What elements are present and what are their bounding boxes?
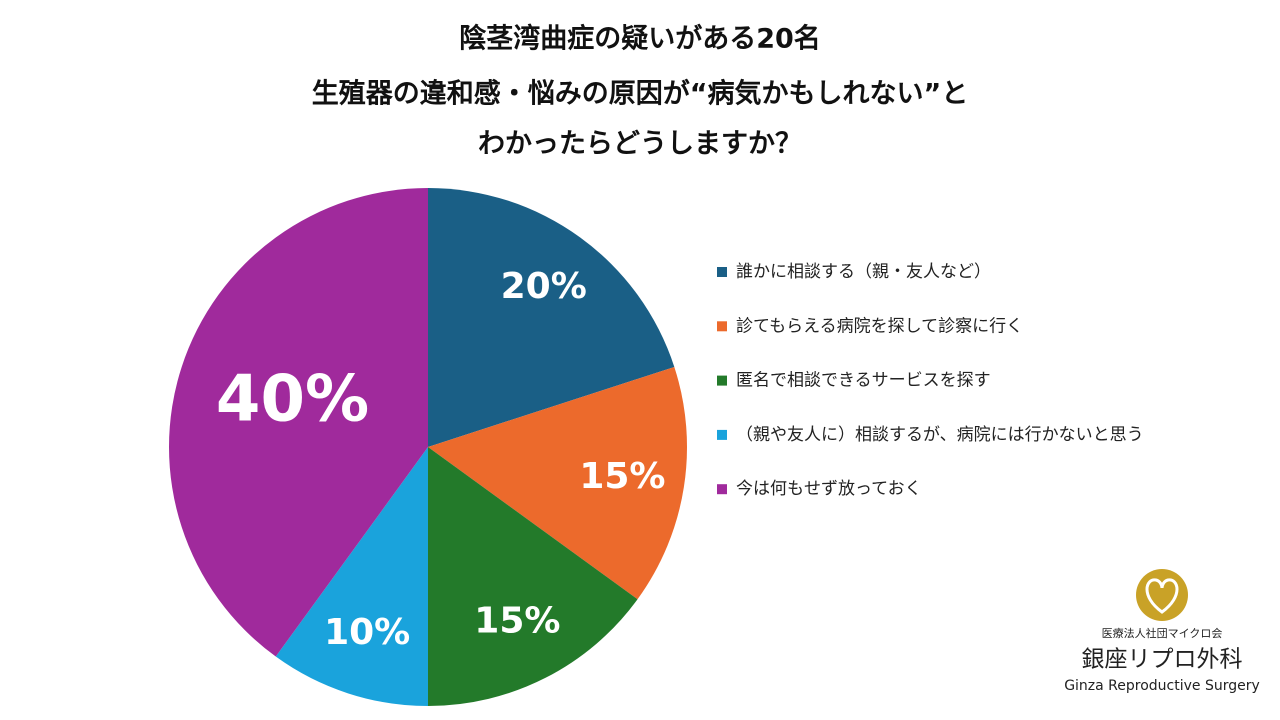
legend-label: 匿名で相談できるサービスを探す — [736, 371, 991, 391]
data-label: 10% — [324, 612, 410, 653]
logo-org: 医療法人社団マイクロ会 — [1102, 626, 1223, 640]
pie-slice — [428, 188, 675, 447]
data-label: 40% — [216, 363, 369, 437]
logo-english: Ginza Reproductive Surgery — [1064, 678, 1260, 694]
logo-name: 銀座リプロ外科 — [1082, 647, 1243, 673]
legend-marker — [717, 321, 727, 332]
data-label: 20% — [501, 266, 587, 307]
legend-marker — [717, 484, 727, 495]
chart-title: 陰茎湾曲症の疑いがある20名 — [459, 23, 821, 55]
legend-marker — [717, 429, 727, 440]
logo-heart — [1145, 578, 1179, 614]
pie-slice — [275, 447, 428, 706]
data-label: 15% — [474, 600, 560, 641]
legend-label: （親や友人に）相談するが、病院には行かないと思う — [736, 425, 1144, 445]
logo: 医療法人社団マイクロ会 銀座リプロ外科 Ginza Reproductive S… — [1064, 569, 1260, 694]
legend-marker — [717, 375, 727, 386]
legend-marker — [717, 267, 727, 277]
legend-label: 誰かに相談する（親・友人など） — [736, 262, 991, 282]
chart-title: わかったらどうしますか？ — [478, 129, 802, 160]
pie-slice — [428, 447, 638, 706]
chart-title: 生殖器の違和感・悩みの原因が“病気かもしれない”と — [312, 78, 969, 110]
legend-label: 今は何もせず放っておく — [736, 479, 922, 499]
pie-slice — [169, 188, 429, 657]
pie-slice — [428, 366, 687, 600]
legend-label: 診てもらえる病院を探して診察に行く — [736, 316, 1023, 336]
data-label: 15% — [579, 456, 665, 497]
